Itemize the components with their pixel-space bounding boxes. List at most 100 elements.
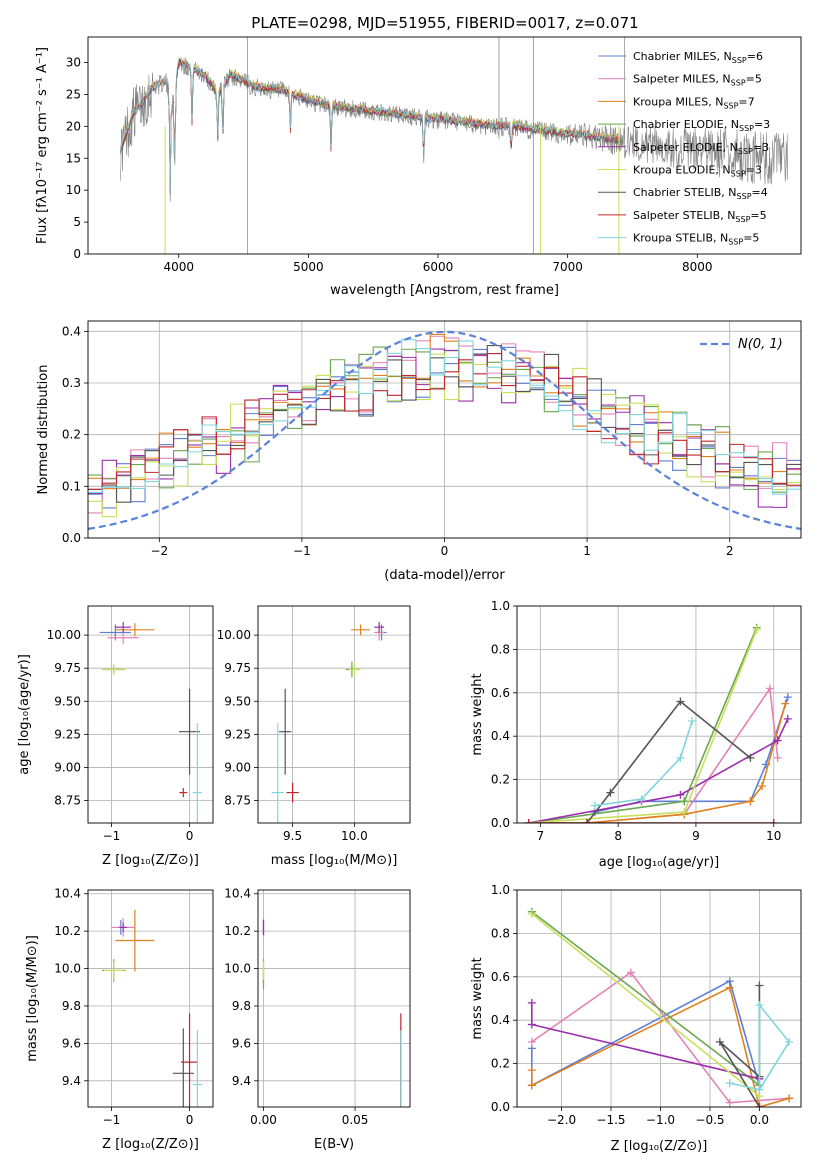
weight-marker: [746, 753, 755, 762]
y-tick-label: 10: [66, 183, 81, 197]
weight-marker: [680, 808, 689, 817]
legend-suffix: =3: [753, 141, 769, 154]
weight-marker: [527, 1081, 536, 1090]
y-tick-label: 9.25: [224, 727, 251, 741]
x-tick-label: −1.5: [596, 1113, 625, 1127]
y-tick-label: 10.2: [54, 924, 81, 938]
panel-age_vs_Z: −1 0 8.75 9.00 9.25 9.50 9.75 10.00 Z [log₁₀(Z/Z…: [17, 605, 214, 868]
y-tick-label: 10.00: [217, 628, 251, 642]
y-tick-label: 9.50: [224, 694, 251, 708]
y-tick-label: 20: [66, 119, 81, 133]
x-tick-label: 9.5: [283, 829, 302, 843]
plot-area: [120, 37, 789, 254]
y-tick-label: 9.25: [54, 727, 81, 741]
legend-label: Salpeter ELODIE, NSSP=3: [633, 141, 769, 156]
weight-marker: [676, 753, 685, 762]
spectrum-legend: Chabrier MILES, NSSP=6 Salpeter MILES, NS…: [598, 50, 770, 247]
weight-marker: [785, 1094, 794, 1103]
residual-histogram: [88, 339, 801, 495]
y-tick-label: 0.2: [491, 1057, 510, 1071]
weight-marker: [725, 1098, 734, 1107]
weight-marker: [590, 801, 599, 810]
x-tick-label: 8: [614, 829, 622, 843]
y-tick-label: 0.8: [491, 926, 510, 940]
weight-marker: [725, 1079, 734, 1088]
weight-marker: [765, 684, 774, 693]
legend-suffix: =4: [752, 186, 768, 199]
weight-line: [528, 627, 758, 823]
y-tick-label: 9.4: [232, 1074, 251, 1088]
plot-area: [524, 623, 792, 823]
weight-marker: [755, 1085, 764, 1094]
weight-marker: [527, 998, 536, 1007]
x-tick-label: 7: [537, 829, 545, 843]
y-tick-label: 1.0: [491, 883, 510, 897]
weight-marker: [755, 1103, 764, 1107]
weight-marker: [746, 797, 755, 806]
legend-label: Kroupa ELODIE, NSSP=3: [633, 164, 762, 179]
x-tick-label: −1: [103, 1113, 121, 1127]
figure-title: PLATE=0298, MJD=51955, FIBERID=0017, z=0…: [251, 14, 638, 32]
x-tick-label: 0: [441, 544, 449, 558]
y-tick-label: 9.50: [54, 694, 81, 708]
legend-suffix: =5: [746, 73, 762, 86]
legend-label: Salpeter STELIB, NSSP=5: [633, 209, 767, 224]
weight-marker: [637, 795, 646, 804]
x-tick-label: 4000: [163, 260, 194, 274]
x-tick-label: 0.05: [342, 1113, 369, 1127]
weight-marker: [527, 1066, 536, 1075]
y-tick-label: 0.2: [62, 428, 81, 442]
weight-line: [594, 720, 693, 807]
weight-marker: [773, 736, 782, 745]
panel-residual_hist: −2 −1 0 1 2 0.0 0.1 0.2 0.3 0.4 (data-model)/error…: [36, 320, 802, 583]
legend-subscript: SSP: [735, 215, 750, 224]
plot-area: [271, 621, 387, 823]
x-tick-label: −0.5: [695, 1113, 724, 1127]
x-tick-label: 5000: [293, 260, 324, 274]
y-tick-label: 0.0: [491, 1100, 510, 1114]
y-axis-label: mass weight: [470, 957, 485, 1039]
y-tick-label: 15: [66, 151, 81, 165]
y-tick-label: 0.2: [491, 773, 510, 787]
legend-label: Chabrier STELIB, NSSP=4: [633, 186, 768, 201]
legend-subscript: SSP: [738, 147, 753, 156]
gaussian-curve: [88, 330, 801, 530]
y-tick-label: 10.2: [224, 924, 251, 938]
y-tick-label: 9.8: [232, 999, 251, 1013]
weight-marker: [769, 819, 778, 823]
legend-label: Chabrier ELODIE, NSSP=3: [633, 118, 770, 133]
x-tick-label: 10.0: [341, 829, 368, 843]
legend-suffix: =7: [738, 95, 754, 108]
y-tick-label: 0.4: [491, 729, 510, 743]
weight-line: [528, 718, 789, 823]
x-tick-label: 0.0: [750, 1113, 769, 1127]
residual-legend: N(0, 1): [700, 337, 783, 352]
axes-frame: [257, 605, 411, 824]
legend-suffix: =5: [750, 209, 766, 222]
weight-line: [528, 629, 758, 823]
panel-weight_vs_age: 7 8 9 10 0.0 0.2 0.4 0.6 0.8 1.0 age [log₁₀(age/yr…: [470, 599, 802, 870]
y-tick-label: 9.75: [224, 661, 251, 675]
plot-area: [527, 907, 794, 1107]
y-tick-label: 0.0: [62, 531, 81, 545]
x-axis-label: (data-model)/error: [384, 568, 505, 583]
legend-suffix: =3: [746, 164, 762, 177]
weight-marker: [773, 753, 782, 762]
legend-subscript: SSP: [728, 238, 743, 247]
weight-marker: [755, 1001, 764, 1010]
weight-marker: [758, 782, 767, 791]
y-tick-label: 8.75: [54, 794, 81, 808]
x-tick-label: 1: [583, 544, 591, 558]
y-axis-label: mass weight: [470, 673, 485, 755]
x-tick-label: 0: [186, 1113, 194, 1127]
y-tick-label: 9.8: [62, 999, 81, 1013]
weight-marker: [676, 790, 685, 799]
y-axis-label: Flux [fλ10⁻¹⁷ erg cm⁻² s⁻¹ A⁻¹]: [35, 47, 50, 244]
weight-line: [586, 700, 751, 823]
y-tick-label: 30: [66, 56, 81, 70]
y-tick-label: 10.0: [224, 962, 251, 976]
plot-area: [88, 330, 801, 530]
x-tick-label: 2: [726, 544, 734, 558]
weight-marker: [626, 968, 635, 977]
axes-frame: [87, 605, 214, 824]
